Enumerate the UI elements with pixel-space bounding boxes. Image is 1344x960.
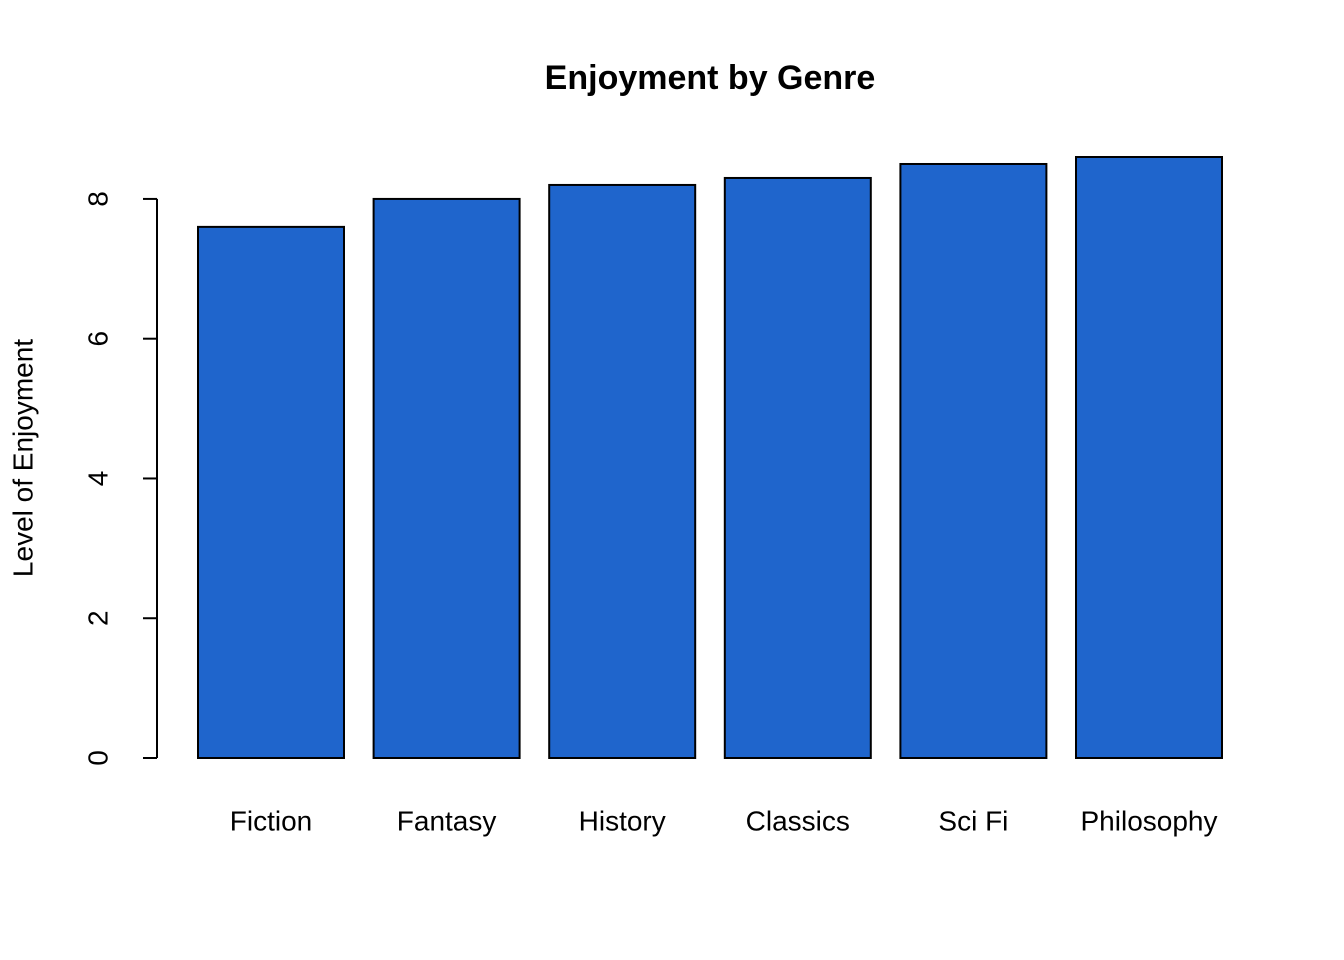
bar <box>372 197 521 759</box>
bar <box>723 176 872 760</box>
bar <box>899 162 1048 760</box>
bar <box>1075 156 1223 759</box>
y-axis-label: Level of Enjoyment <box>7 339 38 577</box>
y-tick-label: 6 <box>82 331 113 347</box>
y-tick-label: 2 <box>82 610 113 626</box>
y-tick-label: 8 <box>82 191 113 207</box>
x-tick-label: History <box>579 805 666 836</box>
bar <box>197 225 345 759</box>
x-tick-label: Fiction <box>230 805 312 836</box>
chart-title: Enjoyment by Genre <box>545 59 876 97</box>
x-tick-label: Sci Fi <box>938 805 1008 836</box>
x-tick-label: Fantasy <box>397 805 497 836</box>
y-tick-label: 0 <box>82 750 113 766</box>
x-tick-label: Classics <box>746 805 850 836</box>
x-tick-label: Philosophy <box>1081 805 1218 836</box>
bar <box>548 183 697 759</box>
y-tick-label: 4 <box>82 471 113 487</box>
